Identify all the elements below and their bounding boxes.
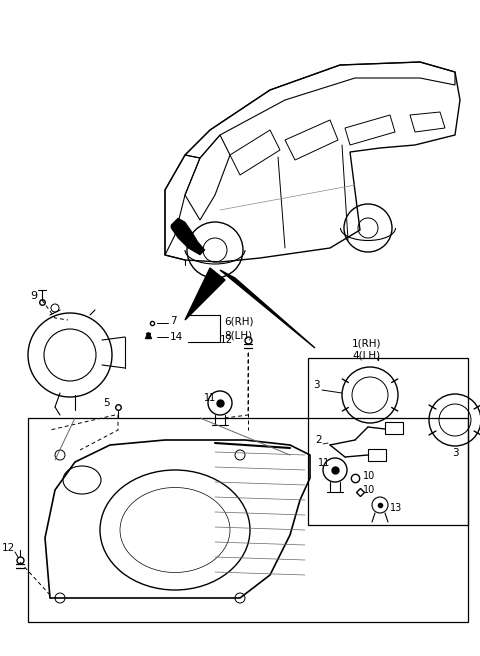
Polygon shape <box>171 218 205 255</box>
Text: 3: 3 <box>313 380 320 390</box>
Text: 12: 12 <box>2 543 15 553</box>
Bar <box>28 418 468 622</box>
Text: 11: 11 <box>318 458 330 468</box>
Text: 13: 13 <box>390 503 402 513</box>
Polygon shape <box>185 268 225 320</box>
Text: 9: 9 <box>30 291 37 301</box>
Bar <box>368 449 386 461</box>
Text: 5: 5 <box>103 398 109 408</box>
Text: 8(LH): 8(LH) <box>224 331 252 341</box>
Text: 2: 2 <box>315 435 322 445</box>
Bar <box>385 422 403 434</box>
Text: 4(LH): 4(LH) <box>352 350 380 360</box>
Text: 10: 10 <box>363 485 375 495</box>
Text: 7: 7 <box>170 316 177 326</box>
Text: 14: 14 <box>170 332 183 342</box>
Bar <box>308 358 468 525</box>
Polygon shape <box>220 270 315 348</box>
Text: 3: 3 <box>452 448 458 458</box>
Text: 6(RH): 6(RH) <box>224 316 253 326</box>
Text: 1(RH): 1(RH) <box>352 339 382 349</box>
Text: 10: 10 <box>363 471 375 481</box>
Text: 12: 12 <box>220 335 233 345</box>
Text: 11: 11 <box>204 393 216 403</box>
